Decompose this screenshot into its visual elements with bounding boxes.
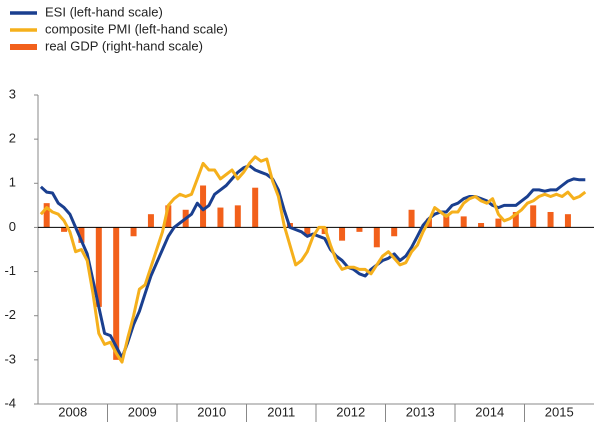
y-tick-label: -2	[4, 307, 16, 322]
legend-label: real GDP (right-hand scale)	[45, 38, 203, 53]
bar	[564, 214, 571, 228]
bar	[61, 227, 68, 232]
y-tick-label: -3	[4, 351, 16, 366]
bar	[252, 187, 259, 228]
bar	[95, 227, 102, 307]
bar	[495, 218, 502, 228]
y-tick-label: 0	[9, 219, 16, 234]
bar	[200, 185, 207, 228]
bar	[113, 227, 120, 360]
bar	[408, 209, 415, 228]
x-tick-label: 2009	[128, 404, 157, 419]
bar	[530, 205, 537, 228]
y-tick-label: 3	[9, 86, 16, 101]
x-tick-label: 2014	[475, 404, 504, 419]
bar	[78, 227, 85, 243]
y-tick-label: 1	[9, 175, 16, 190]
bar	[460, 216, 467, 228]
bar	[478, 223, 485, 228]
bar	[130, 227, 137, 237]
x-tick-label: 2008	[58, 404, 87, 419]
bar	[512, 211, 519, 228]
bar	[147, 214, 154, 228]
bar	[165, 205, 172, 228]
legend-label: composite PMI (left-hand scale)	[45, 21, 228, 36]
line	[39, 155, 587, 364]
bar	[339, 227, 346, 241]
line	[39, 164, 586, 360]
bar	[217, 207, 224, 228]
x-tick-label: 2013	[406, 404, 435, 419]
bar	[391, 227, 398, 237]
y-tick-label: -1	[4, 263, 16, 278]
bar	[547, 211, 554, 228]
bar	[43, 203, 50, 228]
x-tick-label: 2015	[545, 404, 574, 419]
bar	[373, 227, 380, 248]
x-tick-label: 2010	[197, 404, 226, 419]
bar	[356, 227, 363, 232]
y-tick-label: 2	[9, 131, 16, 146]
y-tick-label: -4	[4, 395, 16, 410]
legend-label: ESI (left-hand scale)	[45, 4, 163, 19]
bar	[234, 205, 241, 228]
bar	[304, 227, 311, 237]
x-tick-label: 2011	[267, 404, 295, 419]
x-tick-label: 2012	[336, 404, 365, 419]
bar	[443, 214, 450, 228]
legend-swatch	[10, 44, 37, 50]
